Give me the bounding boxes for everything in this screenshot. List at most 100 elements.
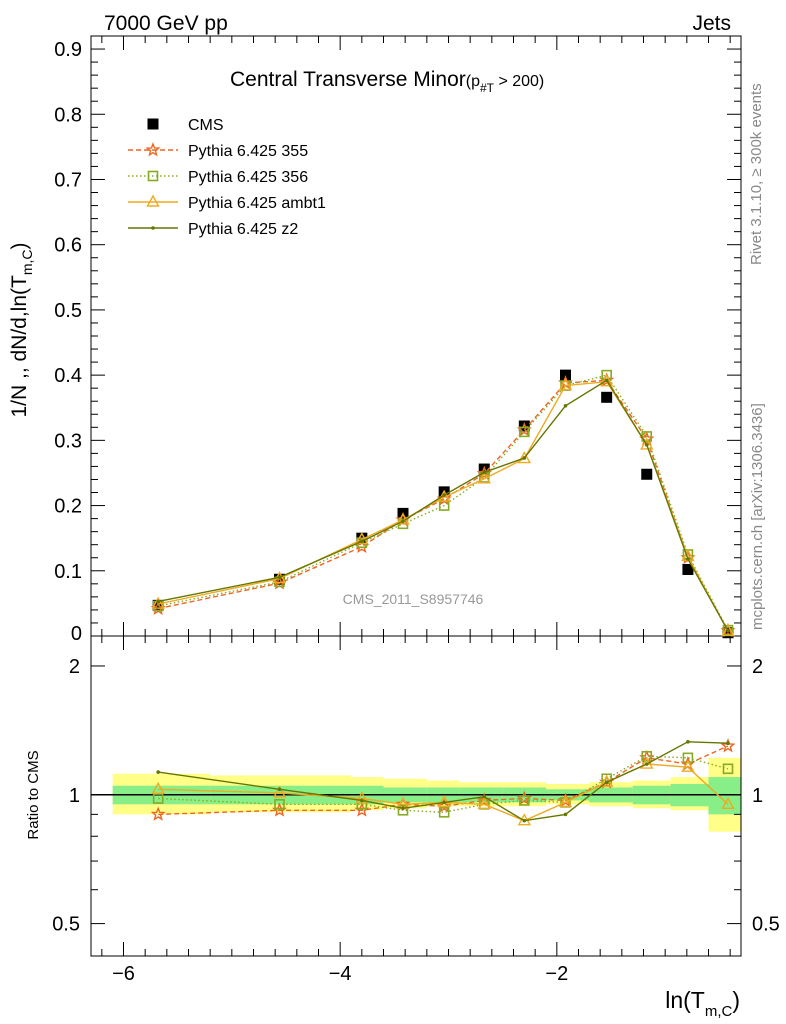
ratio-point-pythia-6-425-z2 — [401, 806, 405, 811]
x-tick-label: −6 — [112, 963, 135, 985]
ratio-plot-border — [90, 635, 742, 957]
mc-point-pythia-6-425-ambt1 — [151, 596, 165, 609]
legend-marker-cms — [147, 118, 159, 130]
ratio-y-axis-label: Ratio to CMS — [25, 750, 42, 839]
legend-label-pythia-6-425-ambt1: Pythia 6.425 ambt1 — [188, 195, 326, 212]
ratio-point-pythia-6-425-356 — [641, 751, 653, 762]
ratio-point-pythia-6-425-z2 — [156, 770, 160, 774]
ratio-y-tick-label: 2 — [69, 656, 80, 678]
ratio-point-pythia-6-425-356 — [274, 799, 285, 810]
legend-marker-pythia-6-425-ambt1 — [146, 194, 160, 207]
main-title: Central Transverse Minor(p#T > 200) — [230, 68, 544, 95]
legend-marker-pythia-6-425-356 — [147, 170, 159, 182]
ratio-point-pythia-6-425-356 — [519, 795, 530, 806]
legend: CMS Pythia 6.425 355 Pythia 6.425 356 Pythi… — [128, 117, 326, 238]
x-tick-label: −2 — [545, 963, 568, 985]
data-point-cms — [601, 391, 613, 403]
y-tick-label: 0.5 — [54, 300, 82, 322]
mc-point-pythia-6-425-ambt1 — [599, 374, 614, 387]
y-tick-label: 0.8 — [54, 104, 82, 126]
mc-point-pythia-6-425-356 — [519, 426, 530, 438]
analysis-watermark: CMS_2011_S8957746 — [343, 591, 484, 607]
ratio-point-pythia-6-425-356 — [397, 804, 409, 816]
ratio-point-pythia-6-425-ambt1 — [355, 791, 369, 804]
mcplots-credit-label: mcplots.cern.ch [arXiv:1306.3436] — [749, 403, 766, 630]
ratio-point-pythia-6-425-355 — [720, 738, 736, 753]
ratio-y-tick-label-right: 2 — [752, 656, 763, 678]
series-line-pythia-6-425-z2 — [158, 379, 729, 632]
ratio-point-pythia-6-425-ambt1 — [272, 785, 287, 798]
series-line-pythia-6-425-356 — [158, 374, 729, 631]
ratio-line-pythia-6-425-ambt1 — [158, 763, 729, 822]
x-tick-label: −4 — [329, 963, 352, 985]
mc-point-pythia-6-425-z2 — [482, 470, 487, 475]
mc-point-pythia-6-425-ambt1 — [517, 451, 532, 464]
mc-point-pythia-6-425-ambt1 — [640, 437, 654, 450]
ratio-line-pythia-6-425-355 — [158, 745, 729, 816]
ratio-line-pythia-6-425-356 — [158, 755, 729, 814]
ratio-point-pythia-6-425-ambt1 — [477, 796, 491, 810]
ratio-point-pythia-6-425-z2 — [644, 762, 649, 766]
mc-point-pythia-6-425-z2 — [522, 456, 527, 460]
mc-point-pythia-6-425-ambt1 — [355, 532, 369, 545]
y-tick-label: 0 — [71, 623, 82, 645]
ratio-point-pythia-6-425-ambt1 — [681, 759, 695, 772]
ratio-point-pythia-6-425-ambt1 — [721, 796, 735, 810]
ratio-point-pythia-6-425-z2 — [360, 798, 364, 803]
mc-point-pythia-6-425-ambt1 — [558, 378, 573, 391]
mc-point-pythia-6-425-z2 — [360, 539, 364, 544]
ratio-point-pythia-6-425-z2 — [482, 794, 487, 799]
ratio-point-pythia-6-425-z2 — [604, 780, 609, 785]
mc-point-pythia-6-425-z2 — [686, 557, 690, 561]
data-point-cms — [518, 420, 530, 432]
ratio-point-pythia-6-425-z2 — [686, 739, 690, 744]
x-axis-label: ln(Tm,C) — [665, 987, 740, 1020]
mc-point-pythia-6-425-z2 — [156, 599, 160, 604]
series-line-pythia-6-425-355 — [158, 379, 729, 632]
chart-marks: CMS Pythia 6.425 355 Pythia 6.425 356 Pythi… — [128, 117, 736, 826]
ratio-y-tick-label-right: 0.5 — [752, 914, 780, 936]
y-tick-label: 0.4 — [54, 365, 82, 387]
legend-label-pythia-6-425-355: Pythia 6.425 355 — [188, 143, 308, 160]
mc-point-pythia-6-425-z2 — [277, 575, 282, 580]
legend-label-pythia-6-425-356: Pythia 6.425 356 — [188, 169, 308, 186]
y-tick-label: 0.9 — [54, 39, 82, 61]
ratio-line-pythia-6-425-z2 — [158, 741, 729, 822]
legend-label-pythia-6-425-z2: Pythia 6.425 z2 — [188, 221, 298, 238]
legend-marker-pythia-6-425-z2 — [151, 226, 155, 230]
mc-point-pythia-6-425-z2 — [563, 403, 568, 408]
y-tick-label: 0.3 — [54, 430, 82, 452]
ratio-y-tick-label: 1 — [69, 785, 80, 807]
mc-point-pythia-6-425-ambt1 — [477, 471, 491, 484]
data-point-cms — [682, 563, 694, 575]
mc-point-pythia-6-425-z2 — [644, 443, 649, 447]
ratio-point-pythia-6-425-z2 — [563, 812, 568, 817]
ratio-point-pythia-6-425-356 — [152, 793, 164, 804]
mc-point-pythia-6-425-z2 — [401, 519, 405, 524]
ratio-plot-frame: −6 −4 −2 0.5 0.5 1 1 2 2 — [52, 635, 780, 985]
mc-point-pythia-6-425-z2 — [442, 493, 446, 497]
ratio-point-pythia-6-425-356 — [722, 763, 734, 775]
data-point-cms — [641, 468, 653, 480]
ratio-point-pythia-6-425-356 — [438, 807, 450, 818]
ratio-point-pythia-6-425-z2 — [522, 818, 527, 823]
mc-point-pythia-6-425-z2 — [726, 628, 730, 633]
legend-marker-pythia-6-425-355 — [145, 142, 161, 157]
mc-point-pythia-6-425-ambt1 — [721, 623, 735, 637]
main-y-axis-label: 1/N ,, dN/d,ln(Tm,C) — [8, 242, 35, 417]
header-left: 7000 GeV pp — [104, 12, 228, 35]
ratio-y-tick-label-right: 1 — [752, 785, 763, 807]
mc-point-pythia-6-425-z2 — [604, 378, 609, 383]
y-tick-label: 0.2 — [54, 496, 82, 518]
ratio-point-pythia-6-425-ambt1 — [151, 781, 165, 794]
y-tick-label: 0.7 — [54, 169, 82, 191]
ratio-point-pythia-6-425-ambt1 — [558, 794, 573, 808]
ratio-point-pythia-6-425-z2 — [442, 800, 446, 805]
ratio-point-pythia-6-425-355 — [150, 806, 166, 821]
y-tick-label: 0.1 — [54, 561, 82, 583]
ratio-point-pythia-6-425-z2 — [277, 787, 282, 792]
y-tick-label: 0.6 — [54, 235, 82, 257]
rivet-version-label: Rivet 3.1.10, ≥ 300k events — [748, 83, 765, 265]
ratio-point-pythia-6-425-z2 — [726, 741, 730, 745]
